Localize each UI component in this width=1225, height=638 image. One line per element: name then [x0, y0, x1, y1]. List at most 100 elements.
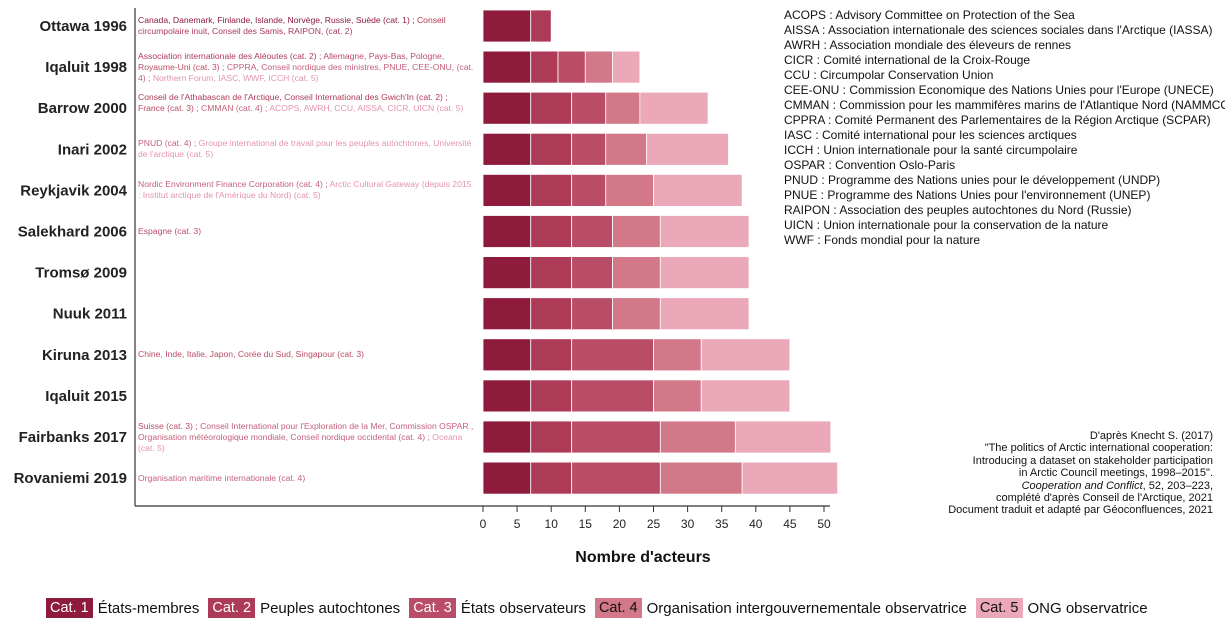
note-segment: CPPRA, Conseil nordique des ministres, P…: [138, 61, 474, 83]
source-line: Cooperation and Conflict, 52, 203–223,: [913, 480, 1213, 492]
meeting-label: Rovaniemi 2019: [14, 470, 127, 487]
bar-segment-cat-1: [482, 461, 532, 495]
bar-segment-cat-4: [653, 338, 702, 372]
legend-label: ONG observatrice: [1027, 599, 1148, 617]
abbreviation-item: AWRH : Association mondiale des éleveurs…: [784, 38, 1072, 52]
bar-segment-cat-2: [530, 215, 573, 248]
bar-segment-cat-4: [605, 173, 654, 207]
bar-segment-cat-5: [612, 50, 641, 84]
note-segment: Conseil de l'Athabascan de l'Arctique, C…: [138, 91, 448, 102]
meeting-label: Nuuk 2011: [53, 306, 127, 323]
bar-segment-cat-2: [530, 297, 573, 331]
bar-segment-cat-5: [653, 173, 743, 207]
legend: Cat. 1 États-membres Cat. 2 Peuples autocht…: [46, 598, 1157, 618]
bar-segment-cat-3: [571, 338, 654, 372]
x-tick-label: 50: [817, 517, 831, 531]
bar-segment-cat-4: [612, 215, 661, 248]
bar-segment-cat-3: [571, 256, 613, 290]
meeting-label: Tromsø 2009: [35, 265, 127, 282]
source-line: "The politics of Arctic international co…: [984, 442, 1213, 455]
note-segment: Conseil International pour l'Exploration…: [138, 420, 474, 442]
bar-segment-cat-4: [659, 461, 743, 495]
note-segment: Conseil circumpolaire inuit, Conseil des…: [138, 15, 446, 36]
legend-swatch: Cat. 4: [594, 598, 642, 618]
x-tick-label: 10: [545, 517, 559, 531]
note-segment: Arctic Cultural Gateway (depuis 2015 : I…: [138, 179, 472, 201]
abbreviation-item: RAIPON : Association des peuples autocht…: [784, 203, 1132, 217]
legend-label: États observateurs: [460, 599, 586, 617]
bar-segment-cat-1: [482, 91, 532, 125]
abbreviation-item: CMMAN : Commission pour les mammifères m…: [784, 98, 1225, 112]
abbreviation-list: ACOPS : Advisory Committee on Protection…: [784, 8, 1225, 248]
bar-segment-cat-5: [659, 215, 750, 248]
note-segment: Organisation maritime internationale (ca…: [138, 472, 306, 483]
bar-segment-cat-5: [700, 338, 791, 372]
source-line: in Arctic Council meetings, 1998–2015".: [1018, 467, 1213, 480]
x-tick-label: 15: [579, 517, 593, 531]
abbreviation-item: CEE-ONU : Commission Economique des Nati…: [784, 83, 1214, 97]
bar-segment-cat-1: [482, 338, 532, 372]
legend-swatch: Cat. 2: [208, 598, 256, 618]
x-tick-label: 35: [715, 517, 729, 531]
legend-swatch: Cat. 1: [46, 598, 93, 618]
bar-segment-cat-3: [557, 50, 586, 84]
bar-segment-cat-3: [571, 297, 613, 331]
note-segment: Allemagne, Pays-Bas, Pologne, Royaume-Un…: [138, 50, 445, 72]
x-tick-label: 40: [749, 517, 763, 531]
meeting-note: Organisation maritime internationale (ca…: [138, 473, 476, 484]
bar-segment-cat-1: [482, 256, 532, 290]
meeting-note: Conseil de l'Athabascan de l'Arctique, C…: [138, 92, 476, 114]
legend-label: États-membres: [97, 599, 200, 617]
legend-item: Cat. 4 Organisation intergouvernementale …: [594, 598, 967, 618]
meeting-label: Salekhard 2006: [18, 224, 127, 241]
meeting-label: Barrow 2000: [38, 100, 127, 117]
meeting-labels: Ottawa 1996 Iqaluit 1998 Barrow 2000 Inari …: [14, 18, 128, 487]
note-segment: Northern Forum, IASC, WWF, ICCH (cat. 5): [152, 72, 319, 83]
legend-item: Cat. 5 ONG observatrice: [975, 598, 1148, 618]
abbreviation-item: OSPAR : Convention Oslo-Paris: [784, 158, 956, 172]
meeting-label: Inari 2002: [58, 141, 127, 158]
bar-segment-cat-4: [605, 91, 641, 125]
abbreviation-item: PNUD : Programme des Nations unies pour …: [784, 173, 1161, 187]
bar-segment-cat-1: [482, 173, 532, 207]
abbreviation-item: UICN : Union internationale pour la cons…: [784, 218, 1109, 232]
bar-segment-cat-5: [659, 297, 750, 331]
meeting-label: Ottawa 1996: [39, 18, 127, 35]
abbreviation-item: IASC : Comité international pour les sci…: [784, 128, 1077, 142]
bar-segment-cat-2: [530, 338, 573, 372]
note-segment: Chine, Inde, Italie, Japon, Corée du Sud…: [138, 349, 364, 360]
x-tick-label: 45: [783, 517, 797, 531]
note-segment: Oceana (cat. 5): [138, 431, 463, 453]
bar-segment-cat-1: [482, 379, 532, 413]
abbreviation-item: CPPRA : Comité Permanent des Parlementai…: [784, 113, 1211, 127]
abbreviation-item: AISSA : Association internationale des s…: [784, 23, 1213, 37]
x-tick-label: 20: [613, 517, 627, 531]
meeting-note: Association internationale des Aléoutes …: [138, 51, 476, 84]
meeting-note: PNUD (cat. 4) ; Groupe international de …: [138, 138, 476, 160]
axes: 0 5 10 15 20 25 30 35 40 45 50: [134, 8, 831, 531]
bar-segment-cat-2: [530, 50, 559, 84]
legend-item: Cat. 1 États-membres: [46, 598, 199, 618]
x-tick-label: 25: [647, 517, 661, 531]
bar-segment-cat-4: [584, 50, 613, 84]
bar-segment-cat-3: [571, 132, 607, 166]
abbreviation-item: ICCH : Union internationale pour la sant…: [784, 143, 1078, 157]
bar-segment-cat-2: [530, 132, 573, 166]
bar-segment-cat-1: [482, 50, 532, 84]
meeting-note: Chine, Inde, Italie, Japon, Corée du Sud…: [138, 349, 476, 360]
bar-segment-cat-4: [605, 132, 648, 166]
bar-segment-cat-2: [530, 173, 573, 207]
meeting-label: Kiruna 2013: [42, 347, 127, 364]
bar-segment-cat-3: [571, 215, 613, 248]
abbreviation-item: PNUE : Programme des Nations Unies pour …: [784, 188, 1151, 202]
source-line: Introducing a dataset on stakeholder par…: [972, 454, 1213, 467]
bar-segment-cat-4: [612, 256, 661, 290]
bar-segment-cat-2: [530, 256, 573, 290]
abbreviation-item: ACOPS : Advisory Committee on Protection…: [784, 8, 1075, 22]
meeting-label: Iqaluit 2015: [45, 388, 127, 405]
bar-segment-cat-5: [741, 461, 839, 495]
bar-segment-cat-1: [482, 132, 532, 166]
bar-segment-cat-2: [530, 379, 573, 413]
bars: [482, 9, 839, 495]
